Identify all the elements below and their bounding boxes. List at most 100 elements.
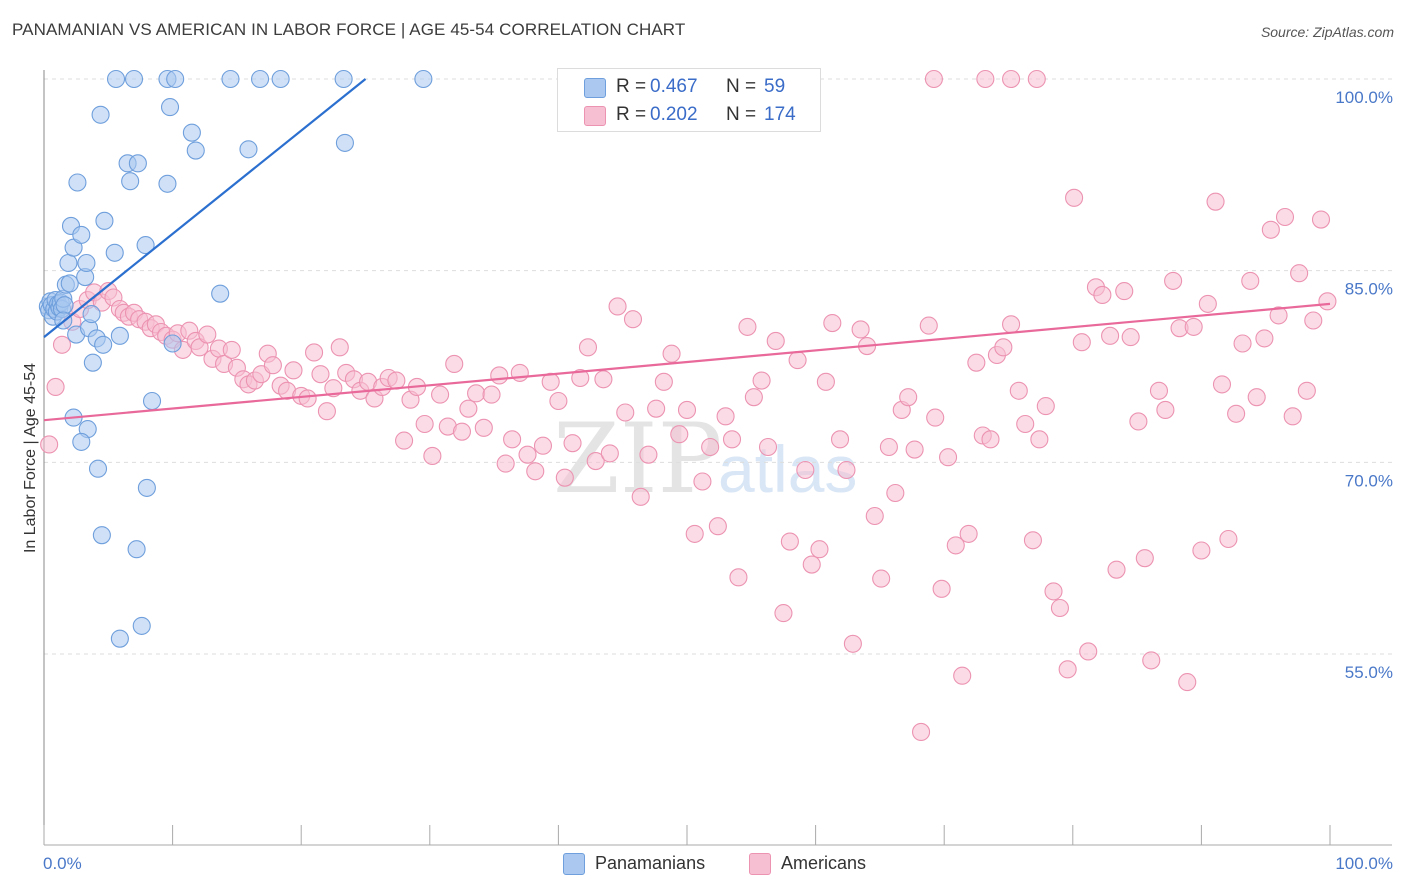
panamanian-point — [160, 98, 180, 117]
american-point — [1149, 381, 1169, 400]
american-point — [198, 325, 217, 344]
correlation-legend: R = 0.467 N = 59 R = 0.202 N = 174 — [557, 68, 821, 132]
american-point — [919, 316, 938, 335]
panamanian-point — [72, 432, 91, 451]
y-tick-label: 70.0% — [1345, 471, 1393, 490]
american-point — [1115, 282, 1134, 301]
panamanian-point — [94, 335, 113, 354]
american-point — [1283, 407, 1302, 426]
panamanian-point — [128, 154, 147, 173]
american-point — [1311, 210, 1331, 229]
american-point — [1219, 529, 1238, 549]
american-point — [1002, 315, 1021, 334]
american-point — [1142, 651, 1161, 670]
panamanian-point — [110, 326, 129, 345]
american-point — [1233, 334, 1252, 353]
american-point — [693, 472, 712, 491]
american-point — [263, 356, 282, 375]
american-point — [578, 338, 598, 357]
american-point — [631, 487, 650, 506]
american-point — [423, 446, 442, 465]
american-point — [654, 372, 673, 391]
panamanian-point — [95, 211, 114, 230]
american-point — [305, 343, 324, 362]
american-point — [959, 524, 978, 543]
american-point — [467, 384, 486, 403]
panamanian-point — [124, 69, 144, 89]
legend-r-label: R = — [616, 76, 647, 97]
panamanian-point — [132, 616, 151, 635]
panamanian-point — [127, 540, 146, 559]
american-point — [616, 403, 635, 422]
american-point — [284, 361, 303, 380]
panamanian-point — [271, 69, 290, 89]
american-point — [474, 418, 493, 437]
american-point — [1184, 317, 1203, 336]
legend-n-value: 174 — [764, 104, 796, 125]
panamanian-point — [250, 69, 270, 89]
panamanian-point — [142, 391, 162, 411]
american-point — [1030, 430, 1049, 449]
american-point — [788, 351, 807, 370]
american-point — [685, 524, 704, 543]
american-point — [1247, 388, 1266, 407]
panamanian-point — [335, 133, 354, 152]
panamanian-point — [414, 69, 433, 89]
american-point — [722, 430, 742, 449]
american-point — [1164, 271, 1183, 290]
american-point — [802, 555, 821, 574]
american-point — [1297, 381, 1316, 400]
american-point — [482, 385, 501, 404]
panamanian-point — [334, 69, 353, 89]
american-point — [899, 388, 918, 407]
american-point — [924, 69, 943, 89]
american-point — [976, 69, 995, 89]
american-point — [496, 454, 515, 473]
american-point — [1058, 660, 1077, 679]
axes — [43, 70, 1392, 846]
panamanian-point — [121, 172, 140, 191]
american-point — [1079, 642, 1098, 661]
american-point — [932, 579, 951, 598]
american-point — [1023, 531, 1042, 550]
american-point — [796, 460, 815, 480]
american-point — [953, 666, 972, 685]
panamanian-point — [136, 236, 155, 255]
american-point — [594, 370, 613, 389]
american-point — [1269, 306, 1288, 325]
american-point — [1212, 375, 1232, 394]
american-point — [1241, 271, 1260, 290]
american-point — [330, 338, 349, 357]
american-point — [52, 335, 72, 354]
american-point — [395, 431, 414, 450]
american-point — [1016, 414, 1035, 434]
american-point — [1255, 329, 1274, 348]
american-point — [670, 425, 689, 444]
legend-swatch-pink — [584, 106, 606, 126]
american-point — [766, 331, 785, 350]
american-point — [1261, 220, 1280, 239]
american-point — [716, 407, 735, 426]
american-point — [758, 437, 778, 457]
legend-n-label: N = — [726, 76, 757, 97]
american-point — [810, 540, 829, 559]
panamanian-point — [91, 105, 110, 124]
american-point — [324, 379, 343, 398]
american-point — [752, 371, 771, 390]
american-point — [298, 389, 317, 408]
american-point — [823, 314, 842, 333]
panamanian-point — [60, 274, 79, 293]
american-point — [639, 445, 658, 464]
american-point — [1178, 673, 1197, 692]
american-point — [600, 444, 619, 463]
panamanian-point — [55, 296, 74, 315]
american-point — [843, 634, 862, 653]
american-point — [994, 338, 1013, 357]
american-point — [452, 422, 472, 441]
american-point — [1275, 207, 1295, 227]
american-point — [946, 536, 965, 555]
american-point — [729, 568, 748, 587]
american-point — [1206, 192, 1225, 211]
american-point — [526, 462, 545, 481]
